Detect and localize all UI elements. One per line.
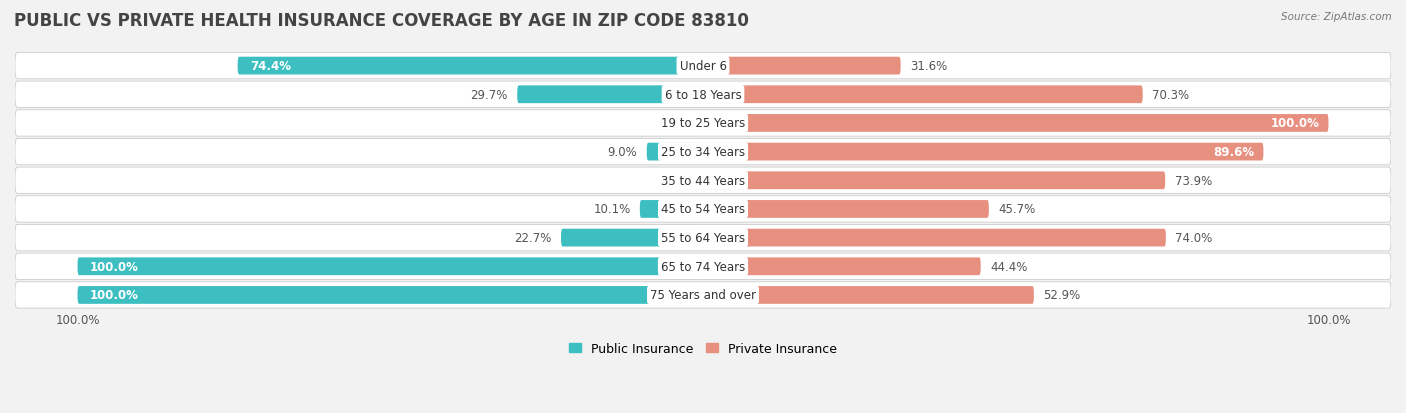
FancyBboxPatch shape xyxy=(517,86,703,104)
FancyBboxPatch shape xyxy=(15,110,1391,137)
Text: 74.4%: 74.4% xyxy=(250,60,291,73)
FancyBboxPatch shape xyxy=(15,282,1391,309)
Text: 25 to 34 Years: 25 to 34 Years xyxy=(661,146,745,159)
Text: 0.0%: 0.0% xyxy=(664,174,693,188)
FancyBboxPatch shape xyxy=(703,229,1166,247)
Text: 19 to 25 Years: 19 to 25 Years xyxy=(661,117,745,130)
Text: 9.0%: 9.0% xyxy=(607,146,637,159)
FancyBboxPatch shape xyxy=(678,115,703,133)
FancyBboxPatch shape xyxy=(15,225,1391,251)
Text: Source: ZipAtlas.com: Source: ZipAtlas.com xyxy=(1281,12,1392,22)
Text: 75 Years and over: 75 Years and over xyxy=(650,289,756,302)
FancyBboxPatch shape xyxy=(703,115,1329,133)
FancyBboxPatch shape xyxy=(678,172,703,190)
FancyBboxPatch shape xyxy=(703,57,901,75)
FancyBboxPatch shape xyxy=(15,139,1391,165)
FancyBboxPatch shape xyxy=(703,86,1143,104)
FancyBboxPatch shape xyxy=(647,143,703,161)
FancyBboxPatch shape xyxy=(238,57,703,75)
Text: 45 to 54 Years: 45 to 54 Years xyxy=(661,203,745,216)
Text: 0.0%: 0.0% xyxy=(664,117,693,130)
Text: 55 to 64 Years: 55 to 64 Years xyxy=(661,232,745,244)
FancyBboxPatch shape xyxy=(703,258,981,275)
Text: 35 to 44 Years: 35 to 44 Years xyxy=(661,174,745,188)
Text: 100.0%: 100.0% xyxy=(90,260,139,273)
FancyBboxPatch shape xyxy=(640,201,703,218)
FancyBboxPatch shape xyxy=(703,201,988,218)
FancyBboxPatch shape xyxy=(15,53,1391,80)
FancyBboxPatch shape xyxy=(15,168,1391,194)
Text: 10.1%: 10.1% xyxy=(593,203,630,216)
Text: PUBLIC VS PRIVATE HEALTH INSURANCE COVERAGE BY AGE IN ZIP CODE 83810: PUBLIC VS PRIVATE HEALTH INSURANCE COVER… xyxy=(14,12,749,30)
Text: 45.7%: 45.7% xyxy=(998,203,1035,216)
FancyBboxPatch shape xyxy=(77,258,703,275)
FancyBboxPatch shape xyxy=(15,254,1391,280)
FancyBboxPatch shape xyxy=(561,229,703,247)
FancyBboxPatch shape xyxy=(703,143,1264,161)
Text: 6 to 18 Years: 6 to 18 Years xyxy=(665,88,741,102)
Text: 31.6%: 31.6% xyxy=(910,60,948,73)
FancyBboxPatch shape xyxy=(703,286,1033,304)
Text: Under 6: Under 6 xyxy=(679,60,727,73)
Text: 70.3%: 70.3% xyxy=(1152,88,1189,102)
FancyBboxPatch shape xyxy=(15,196,1391,223)
Text: 44.4%: 44.4% xyxy=(990,260,1028,273)
Text: 100.0%: 100.0% xyxy=(1270,117,1319,130)
Text: 52.9%: 52.9% xyxy=(1043,289,1080,302)
FancyBboxPatch shape xyxy=(77,286,703,304)
Text: 65 to 74 Years: 65 to 74 Years xyxy=(661,260,745,273)
Text: 29.7%: 29.7% xyxy=(471,88,508,102)
FancyBboxPatch shape xyxy=(703,172,1166,190)
Text: 22.7%: 22.7% xyxy=(515,232,551,244)
Text: 73.9%: 73.9% xyxy=(1174,174,1212,188)
Text: 89.6%: 89.6% xyxy=(1213,146,1254,159)
Legend: Public Insurance, Private Insurance: Public Insurance, Private Insurance xyxy=(564,337,842,360)
FancyBboxPatch shape xyxy=(15,82,1391,108)
Text: 100.0%: 100.0% xyxy=(90,289,139,302)
Text: 74.0%: 74.0% xyxy=(1175,232,1212,244)
